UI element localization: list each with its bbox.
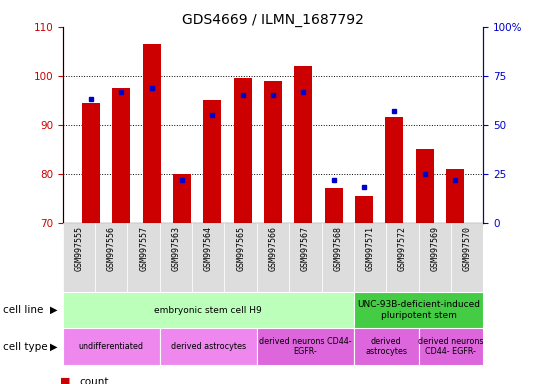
Bar	[224, 223, 257, 292]
Bar	[143, 44, 161, 223]
Bar	[355, 196, 373, 223]
Text: count: count	[79, 377, 109, 384]
Text: cell type: cell type	[3, 341, 48, 352]
Bar	[203, 100, 222, 223]
Bar	[354, 223, 386, 292]
Bar	[112, 88, 130, 223]
Bar	[192, 223, 224, 292]
Text: GSM997569: GSM997569	[430, 226, 439, 271]
Text: GSM997572: GSM997572	[398, 226, 407, 271]
Bar	[385, 118, 403, 223]
Bar	[82, 103, 100, 223]
Text: ▶: ▶	[50, 341, 57, 352]
Bar	[416, 149, 434, 223]
Bar	[160, 223, 192, 292]
Bar	[386, 223, 419, 292]
Bar	[257, 223, 289, 292]
Text: GSM997570: GSM997570	[462, 226, 472, 271]
Text: derived neurons
CD44- EGFR-: derived neurons CD44- EGFR-	[418, 337, 484, 356]
Bar	[63, 328, 160, 365]
Bar	[354, 328, 419, 365]
Text: GSM997565: GSM997565	[236, 226, 245, 271]
Text: GSM997567: GSM997567	[301, 226, 310, 271]
Bar	[95, 223, 127, 292]
Text: ▶: ▶	[50, 305, 57, 315]
Text: derived neurons CD44-
EGFR-: derived neurons CD44- EGFR-	[259, 337, 352, 356]
Text: undifferentiated: undifferentiated	[79, 342, 144, 351]
Bar	[451, 223, 483, 292]
Text: GSM997566: GSM997566	[269, 226, 277, 271]
Bar	[324, 189, 343, 223]
Bar	[63, 223, 95, 292]
Text: derived astrocytes: derived astrocytes	[171, 342, 246, 351]
Text: GSM997555: GSM997555	[74, 226, 84, 271]
Text: GSM997556: GSM997556	[107, 226, 116, 271]
Bar	[289, 223, 322, 292]
Text: GSM997564: GSM997564	[204, 226, 213, 271]
Bar	[322, 223, 354, 292]
Bar	[63, 292, 354, 328]
Bar	[127, 223, 160, 292]
Bar	[446, 169, 464, 223]
Text: derived
astrocytes: derived astrocytes	[365, 337, 407, 356]
Text: GSM997568: GSM997568	[333, 226, 342, 271]
Bar	[419, 328, 483, 365]
Text: GSM997563: GSM997563	[171, 226, 181, 271]
Bar	[173, 174, 191, 223]
Bar	[257, 328, 354, 365]
Text: UNC-93B-deficient-induced
pluripotent stem: UNC-93B-deficient-induced pluripotent st…	[357, 300, 480, 320]
Text: GDS4669 / ILMN_1687792: GDS4669 / ILMN_1687792	[182, 13, 364, 27]
Bar	[354, 292, 483, 328]
Text: cell line: cell line	[3, 305, 43, 315]
Bar	[294, 66, 312, 223]
Bar	[419, 223, 451, 292]
Text: GSM997571: GSM997571	[365, 226, 375, 271]
Bar	[264, 81, 282, 223]
Text: ■: ■	[60, 377, 70, 384]
Text: GSM997557: GSM997557	[139, 226, 148, 271]
Bar	[234, 78, 252, 223]
Bar	[160, 328, 257, 365]
Text: embryonic stem cell H9: embryonic stem cell H9	[155, 306, 262, 314]
